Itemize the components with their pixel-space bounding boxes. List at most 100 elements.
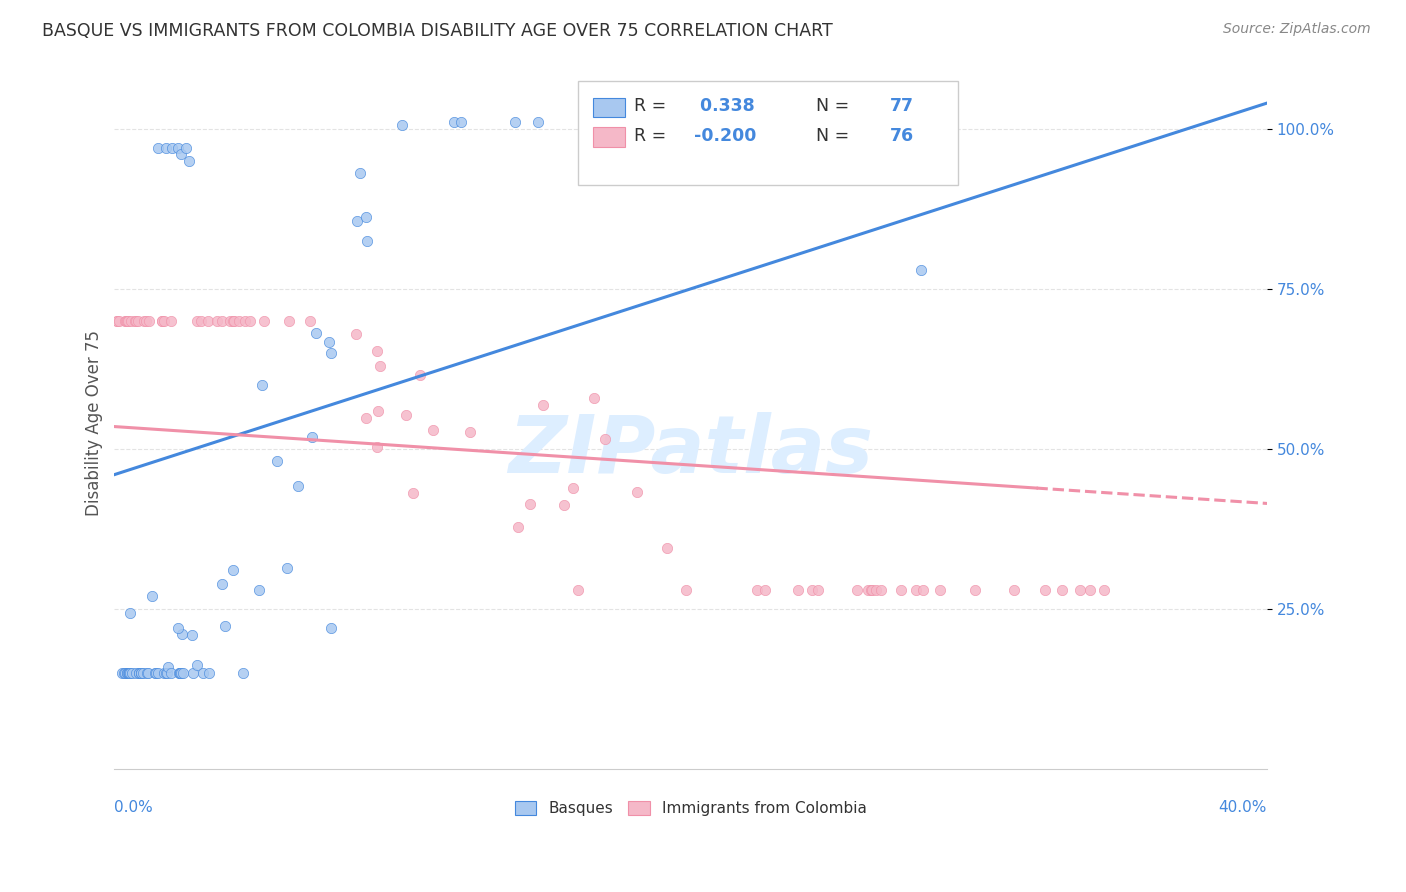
Point [166, 141, 188, 155]
Point [869, 582, 891, 597]
Text: -0.200: -0.200 [695, 128, 756, 145]
Point [356, 234, 378, 248]
Point [354, 210, 377, 224]
Point [181, 666, 204, 681]
Point [965, 582, 987, 597]
Point [443, 115, 465, 129]
Point [562, 481, 585, 495]
Point [344, 327, 367, 342]
Point [582, 391, 605, 405]
Point [318, 334, 340, 349]
Point [114, 314, 136, 328]
Point [276, 560, 298, 574]
Point [176, 141, 198, 155]
Point [756, 115, 779, 129]
Point [366, 440, 388, 454]
Point [354, 411, 377, 425]
Point [115, 314, 138, 328]
Text: R =: R = [634, 97, 672, 115]
Point [232, 666, 254, 681]
Point [349, 166, 371, 180]
Point [626, 485, 648, 500]
Point [207, 314, 229, 328]
Point [222, 314, 245, 328]
Point [211, 577, 233, 591]
Point [252, 314, 274, 328]
Point [219, 314, 242, 328]
Point [458, 425, 481, 439]
Point [299, 314, 322, 328]
Point [169, 666, 191, 681]
Point [128, 666, 150, 681]
Point [141, 590, 163, 604]
Point [159, 314, 181, 328]
Point [910, 262, 932, 277]
Point [367, 404, 389, 418]
Point [754, 582, 776, 597]
Point [114, 314, 136, 328]
Point [148, 666, 170, 681]
Point [527, 115, 550, 129]
Point [145, 666, 167, 681]
Point [169, 666, 191, 681]
Point [156, 666, 179, 681]
Point [807, 582, 830, 597]
Point [186, 658, 208, 673]
Point [125, 666, 148, 681]
Point [222, 314, 245, 328]
Point [366, 344, 388, 359]
Text: 0.0%: 0.0% [114, 800, 153, 815]
Text: Source: ZipAtlas.com: Source: ZipAtlas.com [1223, 22, 1371, 37]
Point [803, 115, 825, 129]
Point [904, 582, 927, 597]
Point [197, 314, 219, 328]
Point [321, 346, 343, 360]
Point [156, 660, 179, 674]
Point [160, 141, 183, 155]
Point [657, 541, 679, 555]
Point [401, 486, 423, 500]
Text: 0.338: 0.338 [695, 97, 755, 115]
Text: ZIPatlas: ZIPatlas [508, 412, 873, 490]
Point [391, 118, 413, 132]
Point [114, 666, 136, 681]
Point [108, 314, 131, 328]
Point [167, 666, 190, 681]
Point [121, 314, 143, 328]
Text: 40.0%: 40.0% [1219, 800, 1267, 815]
Point [118, 666, 141, 681]
Point [118, 666, 141, 681]
Point [214, 619, 236, 633]
Text: 77: 77 [890, 97, 914, 115]
Point [319, 621, 342, 635]
Point [846, 582, 869, 597]
Point [239, 314, 262, 328]
Point [786, 582, 808, 597]
Point [152, 314, 174, 328]
Point [143, 666, 166, 681]
Point [346, 214, 368, 228]
Point [152, 666, 174, 681]
Point [120, 606, 142, 620]
Point [170, 147, 193, 161]
Point [301, 430, 323, 444]
Point [553, 498, 575, 512]
Point [305, 326, 328, 341]
Point [450, 115, 472, 129]
Point [146, 141, 169, 155]
Point [135, 314, 157, 328]
Point [252, 377, 274, 392]
Point [1033, 582, 1056, 597]
Point [1092, 582, 1115, 597]
FancyBboxPatch shape [593, 97, 626, 117]
Point [508, 519, 530, 533]
Point [409, 368, 432, 383]
Y-axis label: Disability Age Over 75: Disability Age Over 75 [86, 330, 103, 516]
Text: N =: N = [804, 97, 855, 115]
Point [129, 666, 152, 681]
Point [519, 497, 541, 511]
Point [1050, 582, 1073, 597]
Point [112, 666, 135, 681]
Point [128, 666, 150, 681]
Point [132, 666, 155, 681]
